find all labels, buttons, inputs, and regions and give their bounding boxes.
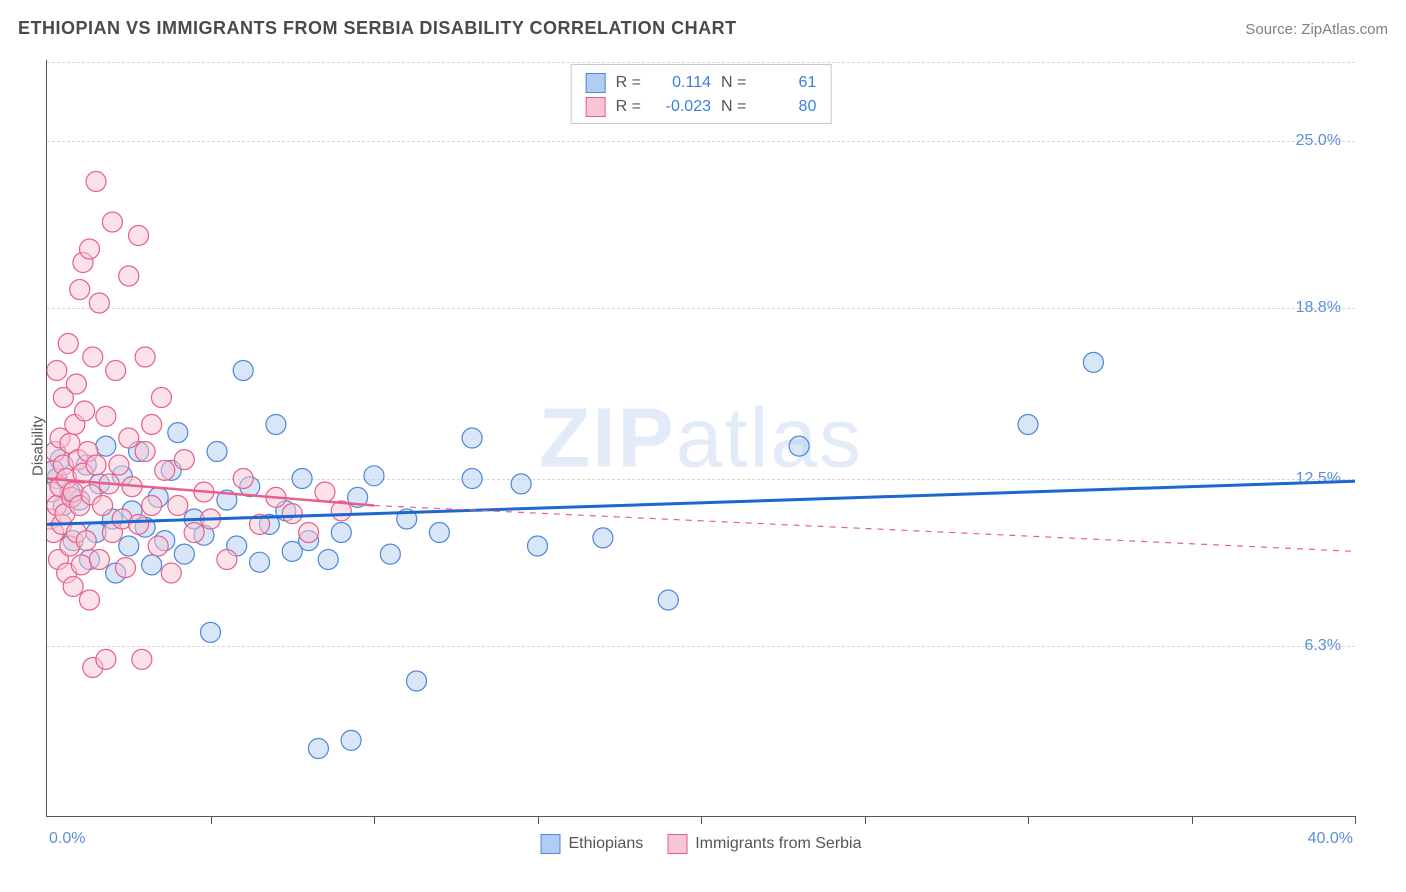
scatter-point-immigrants-serbia	[106, 361, 126, 381]
scatter-point-immigrants-serbia	[96, 406, 116, 426]
x-axis-max-label: 40.0%	[1308, 830, 1353, 848]
x-tick	[538, 816, 539, 824]
scatter-point-immigrants-serbia	[109, 455, 129, 475]
scatter-point-ethiopians	[233, 361, 253, 381]
scatter-point-ethiopians	[207, 442, 227, 462]
scatter-point-immigrants-serbia	[75, 401, 95, 421]
scatter-point-ethiopians	[789, 436, 809, 456]
scatter-point-immigrants-serbia	[233, 469, 253, 489]
scatter-point-immigrants-serbia	[47, 361, 67, 381]
scatter-point-ethiopians	[364, 466, 384, 486]
scatter-point-ethiopians	[266, 415, 286, 435]
scatter-point-ethiopians	[511, 474, 531, 494]
source-attribution: Source: ZipAtlas.com	[1245, 21, 1388, 38]
x-tick	[374, 816, 375, 824]
scatter-point-ethiopians	[528, 536, 548, 556]
scatter-point-immigrants-serbia	[93, 496, 113, 516]
scatter-point-immigrants-serbia	[217, 550, 237, 570]
scatter-point-immigrants-serbia	[129, 226, 149, 246]
scatter-point-immigrants-serbia	[161, 563, 181, 583]
scatter-point-ethiopians	[142, 555, 162, 575]
chart-title: ETHIOPIAN VS IMMIGRANTS FROM SERBIA DISA…	[18, 18, 737, 39]
scatter-svg	[47, 60, 1355, 816]
scatter-point-ethiopians	[341, 730, 361, 750]
scatter-point-ethiopians	[292, 469, 312, 489]
scatter-point-immigrants-serbia	[89, 293, 109, 313]
scatter-point-immigrants-serbia	[102, 212, 122, 232]
scatter-point-immigrants-serbia	[86, 455, 106, 475]
scatter-point-ethiopians	[407, 671, 427, 691]
y-axis-label: Disability	[30, 416, 47, 476]
scatter-point-ethiopians	[658, 590, 678, 610]
scatter-point-immigrants-serbia	[89, 550, 109, 570]
scatter-point-immigrants-serbia	[96, 649, 116, 669]
scatter-point-ethiopians	[201, 622, 221, 642]
legend-label-ethiopians: Ethiopians	[569, 835, 644, 853]
legend-item-ethiopians: Ethiopians	[541, 834, 644, 854]
scatter-point-immigrants-serbia	[299, 523, 319, 543]
scatter-point-immigrants-serbia	[184, 523, 204, 543]
scatter-point-ethiopians	[318, 550, 338, 570]
plot-area: ZIPatlas 6.3%12.5%18.8%25.0% R = 0.114 N…	[46, 60, 1355, 817]
scatter-point-immigrants-serbia	[115, 558, 135, 578]
scatter-point-ethiopians	[462, 469, 482, 489]
scatter-point-ethiopians	[331, 523, 351, 543]
scatter-point-immigrants-serbia	[155, 460, 175, 480]
scatter-point-immigrants-serbia	[83, 347, 103, 367]
scatter-point-immigrants-serbia	[70, 280, 90, 300]
x-axis-min-label: 0.0%	[49, 830, 85, 848]
scatter-point-immigrants-serbia	[76, 531, 96, 551]
scatter-point-immigrants-serbia	[135, 442, 155, 462]
x-tick	[211, 816, 212, 824]
scatter-point-ethiopians	[429, 523, 449, 543]
x-tick	[865, 816, 866, 824]
scatter-point-immigrants-serbia	[315, 482, 335, 502]
trend-line	[374, 506, 1355, 552]
stats-row-2: R = -0.023 N = 80	[586, 95, 817, 119]
legend-label-serbia: Immigrants from Serbia	[695, 835, 861, 853]
scatter-point-immigrants-serbia	[86, 172, 106, 192]
scatter-point-immigrants-serbia	[71, 555, 91, 575]
scatter-point-immigrants-serbia	[129, 514, 149, 534]
scatter-point-immigrants-serbia	[80, 590, 100, 610]
scatter-point-ethiopians	[462, 428, 482, 448]
scatter-point-immigrants-serbia	[58, 334, 78, 354]
bottom-legend: Ethiopians Immigrants from Serbia	[541, 834, 862, 854]
x-tick	[701, 816, 702, 824]
scatter-point-immigrants-serbia	[148, 536, 168, 556]
scatter-point-immigrants-serbia	[119, 428, 139, 448]
scatter-point-ethiopians	[250, 552, 270, 572]
scatter-point-immigrants-serbia	[63, 577, 83, 597]
scatter-point-immigrants-serbia	[168, 496, 188, 516]
x-tick	[1028, 816, 1029, 824]
scatter-point-immigrants-serbia	[142, 496, 162, 516]
legend-item-serbia: Immigrants from Serbia	[667, 834, 861, 854]
scatter-point-immigrants-serbia	[66, 374, 86, 394]
scatter-point-ethiopians	[119, 536, 139, 556]
scatter-point-ethiopians	[1083, 352, 1103, 372]
stats-legend: R = 0.114 N = 61 R = -0.023 N = 80	[571, 64, 832, 124]
swatch-serbia	[667, 834, 687, 854]
x-tick	[1355, 816, 1356, 824]
scatter-point-immigrants-serbia	[282, 504, 302, 524]
swatch-ethiopians	[541, 834, 561, 854]
scatter-point-immigrants-serbia	[80, 239, 100, 259]
x-tick	[1192, 816, 1193, 824]
scatter-point-immigrants-serbia	[135, 347, 155, 367]
scatter-point-immigrants-serbia	[174, 450, 194, 470]
scatter-point-immigrants-serbia	[142, 415, 162, 435]
scatter-point-ethiopians	[380, 544, 400, 564]
swatch-series-2	[586, 97, 606, 117]
scatter-point-ethiopians	[308, 739, 328, 759]
scatter-point-ethiopians	[168, 423, 188, 443]
stats-row-1: R = 0.114 N = 61	[586, 71, 817, 95]
scatter-point-immigrants-serbia	[119, 266, 139, 286]
swatch-series-1	[586, 73, 606, 93]
scatter-point-ethiopians	[1018, 415, 1038, 435]
scatter-point-immigrants-serbia	[151, 388, 171, 408]
scatter-point-ethiopians	[96, 436, 116, 456]
scatter-point-ethiopians	[174, 544, 194, 564]
scatter-point-ethiopians	[593, 528, 613, 548]
scatter-point-immigrants-serbia	[132, 649, 152, 669]
